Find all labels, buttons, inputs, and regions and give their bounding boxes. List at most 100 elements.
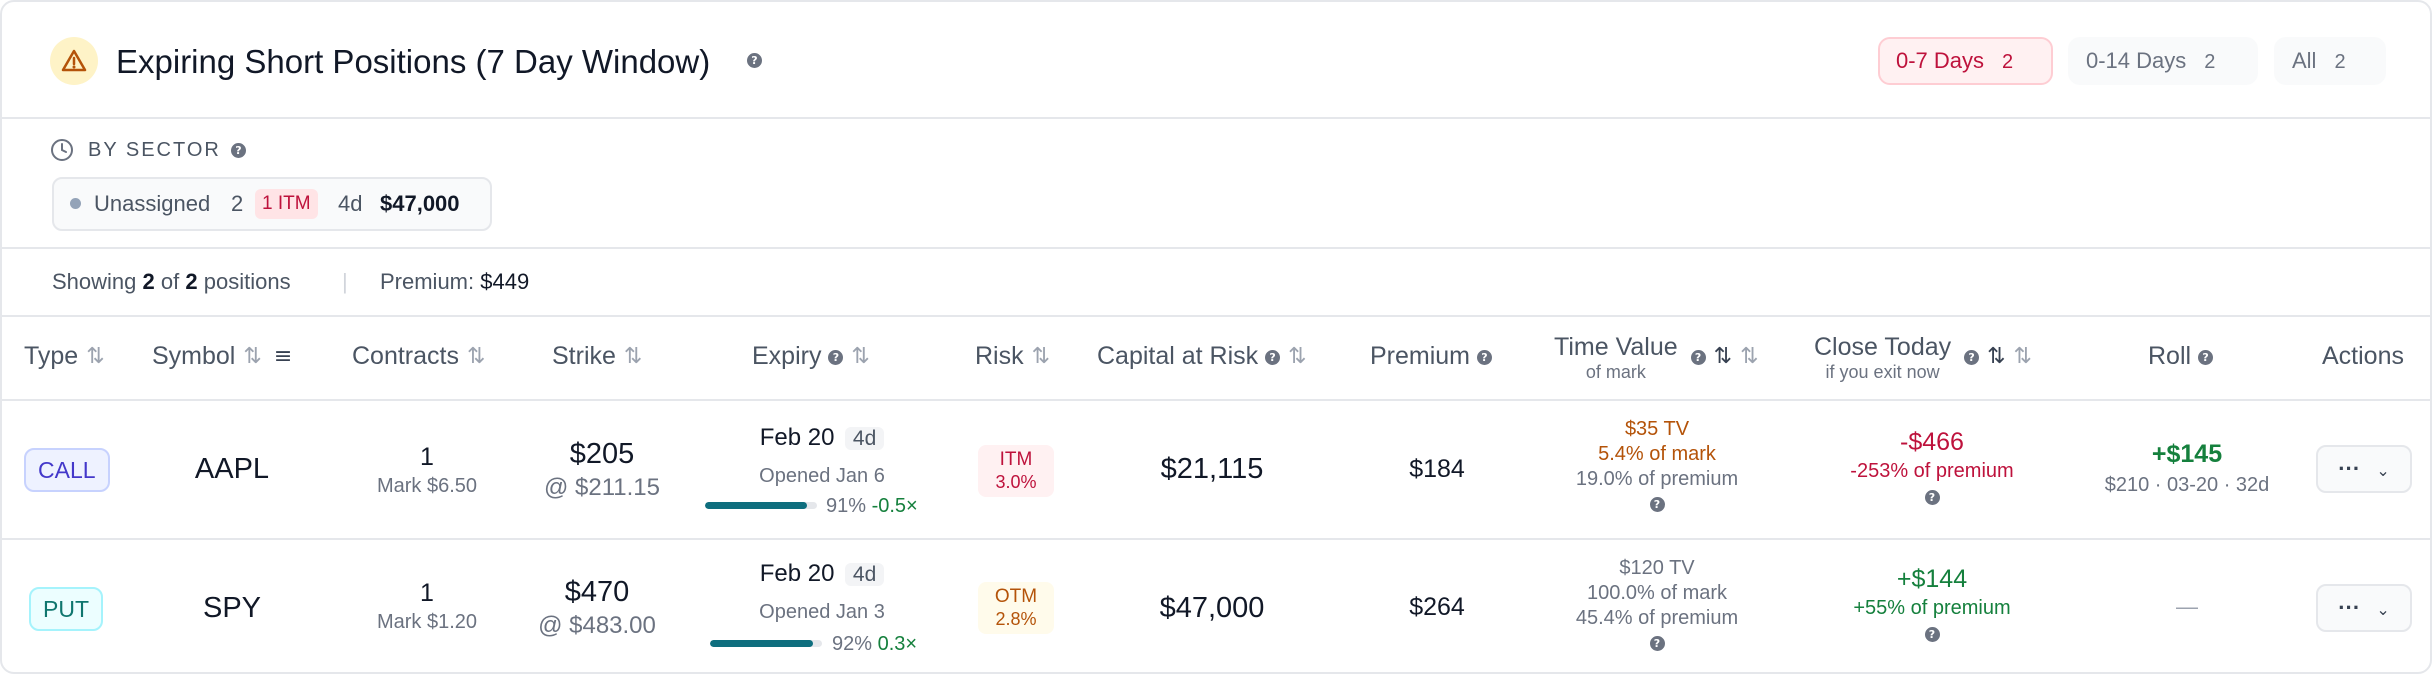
filter-icon[interactable]: ≡ (273, 344, 293, 370)
itm-badge: 1 ITM (255, 189, 318, 219)
col-time-value[interactable]: Time Value of mark ? ⇅ ⇅ (1554, 333, 1759, 382)
divider (2, 247, 2430, 249)
progress-fill (710, 640, 814, 647)
sort-icon[interactable]: ⇅ (466, 344, 486, 370)
premium-summary: Premium: $449 (380, 269, 530, 294)
col-actions: Actions (2322, 342, 2404, 370)
help-icon[interactable]: ? (1690, 349, 1706, 365)
roll-cell[interactable]: +$145 $210 · 03-20 · 32d (2104, 440, 2270, 496)
help-icon[interactable]: ? (747, 53, 762, 68)
type-cell: PUT (29, 587, 103, 631)
actions-menu-button[interactable]: ··· ⌄ (2316, 445, 2412, 493)
tab-count: 2 (2002, 51, 2014, 73)
sort-icon[interactable]: ⇅ (851, 344, 870, 370)
sector-name: Unassigned (94, 191, 211, 216)
sector-value: $47,000 (380, 191, 460, 216)
capital-at-risk: $21,115 (1160, 453, 1264, 485)
help-icon[interactable]: ? (231, 143, 246, 158)
col-contracts[interactable]: Contracts ⇅ (352, 340, 485, 373)
more-icon: ··· (2338, 456, 2361, 481)
risk-badge: OTM 2.8% (978, 582, 1054, 634)
status-dot (70, 198, 81, 209)
risk-badge: ITM 3.0% (978, 445, 1054, 497)
expiry-cell: Feb 20 4d Opened Jan 6 (759, 424, 885, 487)
help-icon[interactable]: ? (1265, 349, 1281, 365)
col-risk[interactable]: Risk ⇅ (975, 340, 1050, 373)
sort-icon[interactable]: ⇅ (1288, 344, 1307, 370)
days-badge: 4d (844, 563, 885, 586)
col-expiry[interactable]: Expiry ? ⇅ (752, 340, 870, 373)
divider (2, 538, 2430, 540)
tab-label: All (2292, 48, 2317, 73)
divider (2, 315, 2430, 317)
clock-icon (50, 138, 74, 162)
col-premium[interactable]: Premium ? (1370, 340, 1492, 372)
help-icon[interactable]: ? (2198, 349, 2214, 365)
sort-icon[interactable]: ⇅ (1740, 344, 1759, 369)
help-icon[interactable]: ? (1924, 627, 1940, 643)
multiplier: -0.5× (871, 495, 918, 517)
col-symbol[interactable]: Symbol ⇅ ≡ (152, 340, 292, 373)
sort-icon[interactable]: ⇅ (1031, 344, 1051, 370)
col-strike[interactable]: Strike ⇅ (552, 340, 642, 373)
divider (2, 117, 2430, 119)
col-type[interactable]: Type ⇅ (24, 340, 105, 373)
progress-label: 92% (832, 633, 873, 655)
tab-count: 2 (2334, 51, 2346, 73)
premium: $184 (1409, 455, 1465, 483)
multiplier: 0.3× (877, 633, 918, 655)
tab-0-7-days[interactable]: 0-7 Days 2 (1878, 37, 2053, 85)
strike-cell: $470 @ $483.00 (538, 576, 656, 639)
close-today-cell: -$466 -253% of premium ? (1850, 428, 2014, 506)
warning-icon (50, 37, 98, 85)
tab-0-14-days[interactable]: 0-14 Days 2 (2068, 37, 2258, 85)
sort-icon[interactable]: ⇅ (2013, 344, 2032, 369)
time-value-cell: $120 TV 100.0% of mark 45.4% of premium … (1575, 557, 1739, 652)
col-capital-at-risk[interactable]: Capital at Risk ? ⇅ (1097, 340, 1307, 373)
sector-heading: BY SECTOR (88, 139, 221, 161)
contracts-cell: 1 Mark $1.20 (376, 579, 478, 633)
tab-label: 0-7 Days (1896, 48, 1985, 73)
expiry-progress (710, 640, 822, 647)
type-badge-put: PUT (29, 587, 103, 631)
help-icon[interactable]: ? (1476, 349, 1492, 365)
sector-days: 4d (338, 191, 363, 216)
sector-count: 2 (231, 191, 244, 216)
sort-icon[interactable]: ⇅ (1987, 344, 2006, 369)
help-icon[interactable]: ? (1649, 636, 1665, 652)
actions-menu-button[interactable]: ··· ⌄ (2316, 584, 2412, 632)
more-icon: ··· (2338, 595, 2361, 620)
help-icon[interactable]: ? (1964, 349, 1980, 365)
days-badge: 4d (844, 427, 885, 450)
sort-icon[interactable]: ⇅ (623, 344, 643, 370)
capital-at-risk: $47,000 (1159, 592, 1265, 624)
expiry-progress (705, 502, 817, 509)
summary-separator: | (342, 269, 348, 294)
symbol[interactable]: SPY (202, 592, 262, 624)
strike-cell: $205 @ $211.15 (543, 438, 660, 501)
divider (2, 399, 2430, 401)
tab-all[interactable]: All 2 (2274, 37, 2386, 85)
help-icon[interactable]: ? (1649, 497, 1665, 513)
roll-cell: — (2176, 594, 2198, 619)
help-icon[interactable]: ? (828, 349, 844, 365)
tab-count: 2 (2204, 51, 2216, 73)
showing-summary: Showing 2 of 2 positions (52, 269, 291, 294)
time-value-cell: $35 TV 5.4% of mark 19.0% of premium ? (1575, 418, 1739, 513)
col-close-today[interactable]: Close Today if you exit now ? ⇅ ⇅ (1814, 333, 2032, 382)
sort-icon[interactable]: ⇅ (1713, 344, 1733, 369)
expiry-cell: Feb 20 4d Opened Jan 3 (759, 560, 885, 623)
help-icon[interactable]: ? (1924, 490, 1940, 506)
col-roll[interactable]: Roll ? (2148, 340, 2214, 372)
chevron-down-icon: ⌄ (2376, 463, 2390, 480)
type-cell: CALL (24, 448, 110, 492)
symbol[interactable]: AAPL (194, 453, 270, 485)
premium: $264 (1409, 593, 1465, 621)
type-badge-call: CALL (24, 448, 110, 492)
progress-fill (705, 502, 807, 509)
sort-icon[interactable]: ⇅ (243, 344, 262, 370)
contracts-cell: 1 Mark $6.50 (376, 443, 478, 497)
sort-icon[interactable]: ⇅ (86, 344, 105, 370)
chevron-down-icon: ⌄ (2376, 602, 2390, 619)
